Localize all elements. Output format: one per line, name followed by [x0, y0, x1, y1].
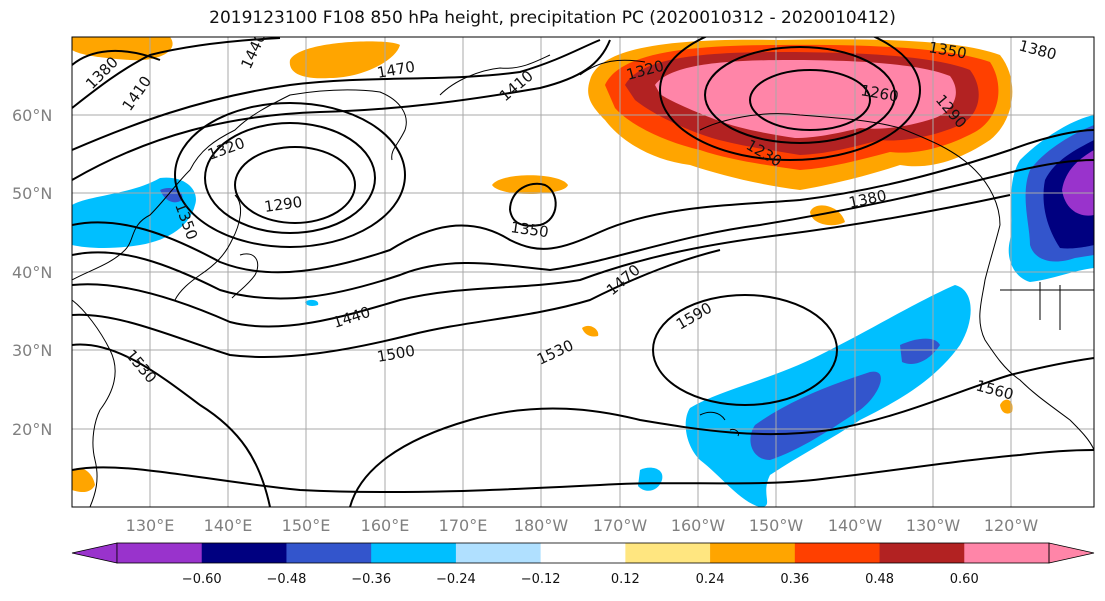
lon-label: 130°E — [126, 516, 175, 535]
colorbar-tick-labels: −0.60 −0.48 −0.36 −0.24 −0.12 0.12 0.24 0.36 0.4… — [182, 572, 979, 587]
lon-label: 170°E — [439, 516, 488, 535]
colorbar — [71, 542, 1095, 564]
height-contours — [72, 37, 1094, 507]
colorbar-tick-label: 0.24 — [696, 572, 725, 587]
lon-label: 130°W — [906, 516, 961, 535]
colorbar-extend-low — [71, 542, 118, 564]
colorbar-segment — [371, 543, 457, 563]
lat-label: 30°N — [12, 341, 52, 360]
colorbar-tick-label: −0.12 — [521, 572, 561, 587]
colorbar-tick-label: 0.48 — [865, 572, 894, 587]
latitude-labels: 60°N 50°N 40°N 30°N 20°N — [12, 106, 52, 439]
colorbar-segment — [117, 543, 203, 563]
colorbar-segment — [710, 543, 796, 563]
colorbar-tick-label: 0.60 — [950, 572, 979, 587]
colorbar-tick-label: −0.48 — [267, 572, 307, 587]
colorbar-segment — [540, 543, 626, 563]
colorbar-segment — [455, 543, 542, 563]
lon-label: 160°E — [361, 516, 410, 535]
longitude-labels: 130°E 140°E 150°E 160°E 170°E 180°W 170°… — [126, 516, 1039, 535]
contour-label: 1350 — [509, 218, 549, 241]
lon-label: 120°W — [984, 516, 1039, 535]
colorbar-frame — [116, 542, 1050, 564]
coastlines — [72, 54, 1094, 507]
positive-pc-small-patches — [72, 37, 1013, 493]
colorbar-tick-label: −0.60 — [182, 572, 222, 587]
lon-label: 140°W — [828, 516, 883, 535]
lat-label: 40°N — [12, 263, 52, 282]
colorbar-segment — [201, 543, 287, 563]
graticule — [72, 37, 1094, 507]
map-title: 2019123100 F108 850 hPa height, precipit… — [209, 8, 896, 28]
colorbar-segment — [286, 543, 372, 563]
lon-label: 150°E — [282, 516, 331, 535]
colorbar-segment — [879, 543, 965, 563]
map-frame — [71, 36, 1095, 508]
lon-label: 180°W — [514, 516, 569, 535]
lat-label: 60°N — [12, 106, 52, 125]
positive-pc-region-alaska — [588, 39, 1013, 191]
colorbar-tick-label: −0.36 — [351, 572, 391, 587]
lat-label: 50°N — [12, 184, 52, 203]
lon-label: 170°W — [593, 516, 648, 535]
lon-label: 160°W — [671, 516, 726, 535]
colorbar-tick-label: −0.24 — [436, 572, 476, 587]
colorbar-tick-label: 0.12 — [611, 572, 640, 587]
lon-label: 150°W — [749, 516, 804, 535]
colorbar-extend-high — [1048, 542, 1095, 564]
colorbar-segment — [794, 543, 881, 563]
lat-label: 20°N — [12, 420, 52, 439]
colorbar-tick-label: 0.36 — [780, 572, 809, 587]
negative-pc-region-east-asia — [72, 177, 196, 249]
lon-label: 140°E — [204, 516, 253, 535]
contour-label: 1290 — [263, 193, 303, 216]
colorbar-segment — [625, 543, 711, 563]
colorbar-segment — [964, 543, 1050, 563]
negative-pc-region-subtropical — [305, 285, 971, 507]
